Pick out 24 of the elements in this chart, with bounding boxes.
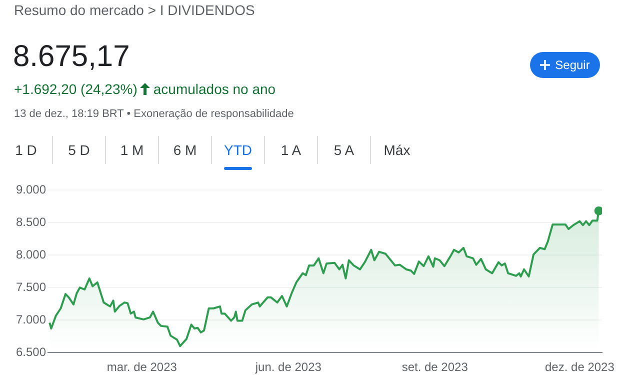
text: YTD: [224, 142, 252, 158]
text: 1 D: [15, 142, 37, 158]
y-tick-label: 7.500: [16, 280, 46, 294]
y-tick-label: 8.000: [16, 247, 46, 262]
y-tick-label: 9.000: [16, 182, 46, 196]
text: 5 A: [334, 142, 354, 158]
chart-subtitle: 8.675,17: [13, 40, 130, 74]
text: 6 M: [173, 142, 197, 158]
x-tick-label: dez. de 2023: [545, 360, 615, 374]
x-tick-label: set. de 2023: [402, 360, 468, 374]
x-tick-label: jun. de 2023: [254, 360, 322, 374]
text: +1.692,20 (24,23%): [14, 81, 138, 97]
chart-title: Resumo do mercado > I DIVIDENDOS: [14, 2, 255, 18]
y-tick-label: 7.000: [16, 312, 46, 326]
text: acumulados no ano: [153, 81, 276, 97]
text: 5 D: [68, 142, 90, 158]
text: Máx: [384, 142, 410, 158]
y-tick-label: 8.500: [16, 214, 46, 229]
text: 1 M: [120, 142, 144, 158]
y-tick-label: 6.500: [16, 344, 46, 359]
x-tick-label: mar. de 2023: [106, 360, 178, 374]
text: Seguir: [555, 58, 590, 72]
text: 1 A: [280, 142, 302, 158]
text: 13 de dez., 18:19 BRT • Exoneração de responsabilidade: [14, 108, 294, 120]
